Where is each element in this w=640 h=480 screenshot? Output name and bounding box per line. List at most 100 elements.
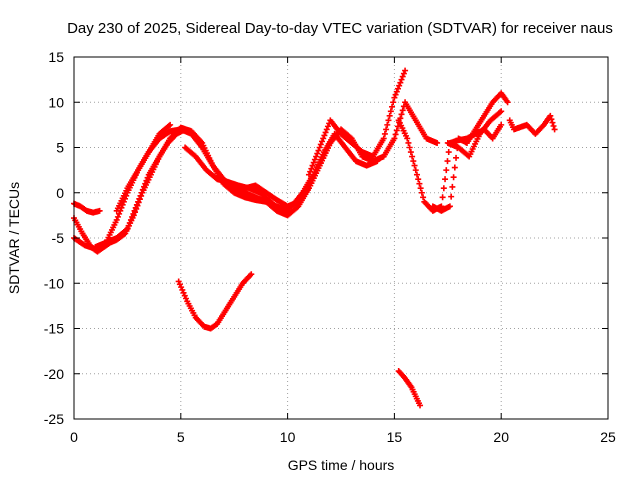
data-point xyxy=(315,147,322,154)
data-point xyxy=(411,162,418,169)
data-point xyxy=(448,193,455,200)
data-point xyxy=(165,122,172,129)
data-point xyxy=(398,111,405,118)
data-point xyxy=(389,103,396,110)
data-point xyxy=(451,164,458,171)
data-point xyxy=(381,130,388,137)
data-point xyxy=(248,271,255,278)
data-point xyxy=(434,139,441,146)
x-tick-label: 5 xyxy=(177,429,185,445)
data-point xyxy=(125,222,132,229)
data-point xyxy=(417,185,424,192)
data-point xyxy=(137,192,144,199)
y-tick-label: 15 xyxy=(48,49,64,65)
data-point xyxy=(324,123,331,130)
data-point xyxy=(393,88,400,95)
data-point xyxy=(392,131,399,138)
data-point xyxy=(391,94,398,101)
x-tick-label: 25 xyxy=(600,429,616,445)
data-point xyxy=(317,141,324,148)
data-point xyxy=(139,186,146,193)
data-point xyxy=(551,126,558,133)
data-point xyxy=(442,176,449,183)
data-point xyxy=(136,195,143,202)
data-point xyxy=(498,108,505,115)
data-point xyxy=(138,189,145,196)
y-tick-label: -5 xyxy=(52,230,65,246)
data-point xyxy=(123,226,130,233)
series-track-1 xyxy=(71,200,103,216)
y-tick-label: -15 xyxy=(44,321,64,337)
data-point xyxy=(396,82,403,89)
data-point xyxy=(322,129,329,136)
data-point xyxy=(384,121,391,128)
chart-title: Day 230 of 2025, Sidereal Day-to-day VTE… xyxy=(67,20,613,37)
data-point xyxy=(96,207,103,214)
data-point xyxy=(386,112,393,119)
data-point xyxy=(314,150,321,157)
data-point xyxy=(393,127,400,134)
data-point xyxy=(550,123,557,130)
data-point xyxy=(407,149,414,156)
series-track-14 xyxy=(395,368,424,409)
data-point xyxy=(305,171,312,178)
x-tick-label: 0 xyxy=(70,429,78,445)
y-tick-label: -25 xyxy=(44,411,64,427)
data-point xyxy=(416,180,423,187)
data-point xyxy=(400,70,407,77)
data-point xyxy=(404,135,411,142)
data-point xyxy=(548,116,555,123)
data-point xyxy=(144,174,151,181)
data-point xyxy=(114,213,121,220)
data-point xyxy=(504,99,511,106)
data-point xyxy=(313,153,320,160)
series-track-11 xyxy=(444,108,505,160)
data-point xyxy=(399,107,406,114)
data-point xyxy=(440,185,447,192)
data-point xyxy=(420,194,427,201)
data-point xyxy=(130,210,137,217)
data-point xyxy=(449,183,456,190)
data-point xyxy=(126,219,133,226)
data-point xyxy=(141,183,148,190)
data-point xyxy=(445,149,452,156)
data-point xyxy=(320,135,327,142)
y-axis-label: SDTVAR / TECUs xyxy=(6,182,22,294)
x-tick-label: 20 xyxy=(493,429,509,445)
data-point xyxy=(413,171,420,178)
data-point xyxy=(311,156,318,163)
data-point xyxy=(321,132,328,139)
data-point xyxy=(391,135,398,142)
data-point xyxy=(547,112,554,119)
data-point xyxy=(415,176,422,183)
data-point xyxy=(409,153,416,160)
data-point xyxy=(323,126,330,133)
series-track-12 xyxy=(506,112,558,137)
data-point xyxy=(143,177,150,184)
y-tick-label: 10 xyxy=(48,94,64,110)
data-point xyxy=(392,91,399,98)
data-point xyxy=(444,158,451,165)
data-point xyxy=(129,213,136,220)
data-point xyxy=(308,165,315,172)
data-point xyxy=(319,138,326,145)
data-point xyxy=(385,117,392,124)
x-tick-label: 10 xyxy=(280,429,296,445)
data-point xyxy=(417,402,424,409)
series-track-8 xyxy=(305,67,409,178)
data-point xyxy=(113,216,120,223)
data-point xyxy=(410,158,417,165)
data-point xyxy=(394,85,401,92)
data-point xyxy=(398,76,405,83)
data-point xyxy=(549,119,556,126)
y-tick-label: 0 xyxy=(56,185,64,201)
data-point xyxy=(387,108,394,115)
data-point xyxy=(133,201,140,208)
data-point xyxy=(127,216,134,223)
data-point xyxy=(124,225,131,232)
data-point xyxy=(167,121,174,128)
data-point xyxy=(399,73,406,80)
data-point xyxy=(446,203,453,210)
